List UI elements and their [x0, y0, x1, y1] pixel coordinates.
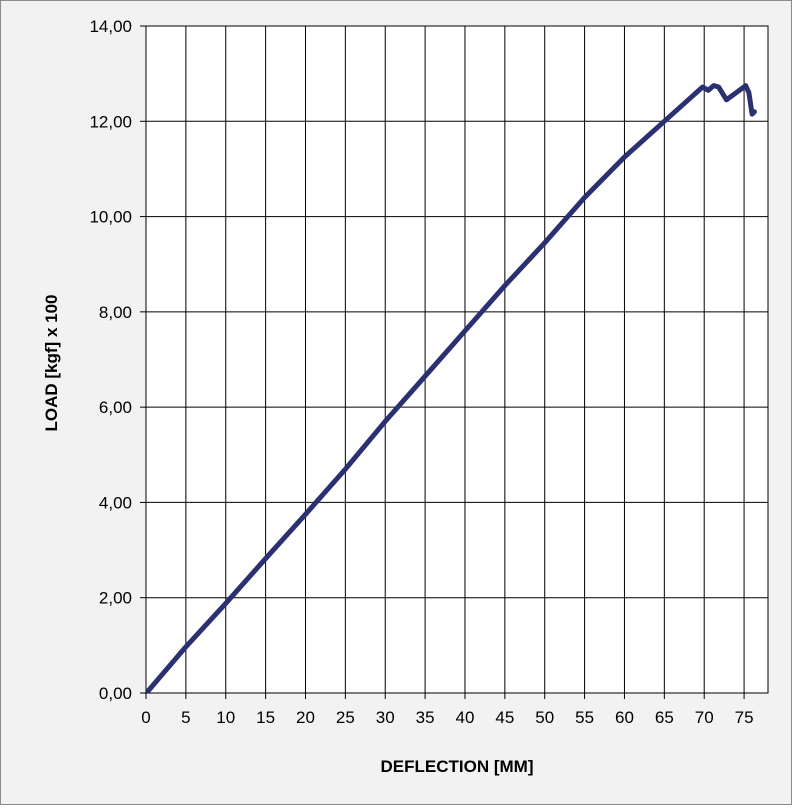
x-axis-ticks: 0 5 10 15 20 25 30 35 40 45 50 55 60 65 70 75 — [141, 693, 754, 727]
y-axis-title: LOAD [kgf] x 100 — [42, 295, 61, 432]
x-tick-label: 30 — [376, 708, 395, 727]
x-tick-label: 70 — [695, 708, 714, 727]
x-tick-label: 0 — [141, 708, 150, 727]
y-tick-label: 4,00 — [99, 493, 132, 512]
x-tick-label: 65 — [655, 708, 674, 727]
y-tick-label: 14,00 — [89, 17, 132, 36]
y-tick-label: 10,00 — [89, 208, 132, 227]
series-group — [145, 83, 757, 694]
x-tick-label: 45 — [495, 708, 514, 727]
grid-lines — [146, 26, 768, 693]
y-tick-label: 0,00 — [99, 684, 132, 703]
x-tick-label: 55 — [575, 708, 594, 727]
x-tick-label: 40 — [456, 708, 475, 727]
x-tick-label: 5 — [181, 708, 190, 727]
y-tick-label: 12,00 — [89, 112, 132, 131]
x-tick-label: 35 — [416, 708, 435, 727]
y-tick-label: 8,00 — [99, 303, 132, 322]
y-tick-label: 6,00 — [99, 398, 132, 417]
x-tick-label: 20 — [296, 708, 315, 727]
x-tick-label: 75 — [735, 708, 754, 727]
x-axis-title: DEFLECTION [MM] — [381, 757, 534, 776]
y-axis-ticks: 0,00 2,00 4,00 6,00 8,00 10,00 12,00 14,00 — [89, 17, 146, 703]
x-tick-label: 15 — [256, 708, 275, 727]
x-tick-label: 10 — [216, 708, 235, 727]
x-tick-label: 60 — [615, 708, 634, 727]
x-tick-label: 50 — [535, 708, 554, 727]
plot-area — [145, 25, 769, 694]
series-line-0 — [145, 83, 757, 694]
y-tick-label: 2,00 — [99, 589, 132, 608]
x-tick-label: 25 — [336, 708, 355, 727]
